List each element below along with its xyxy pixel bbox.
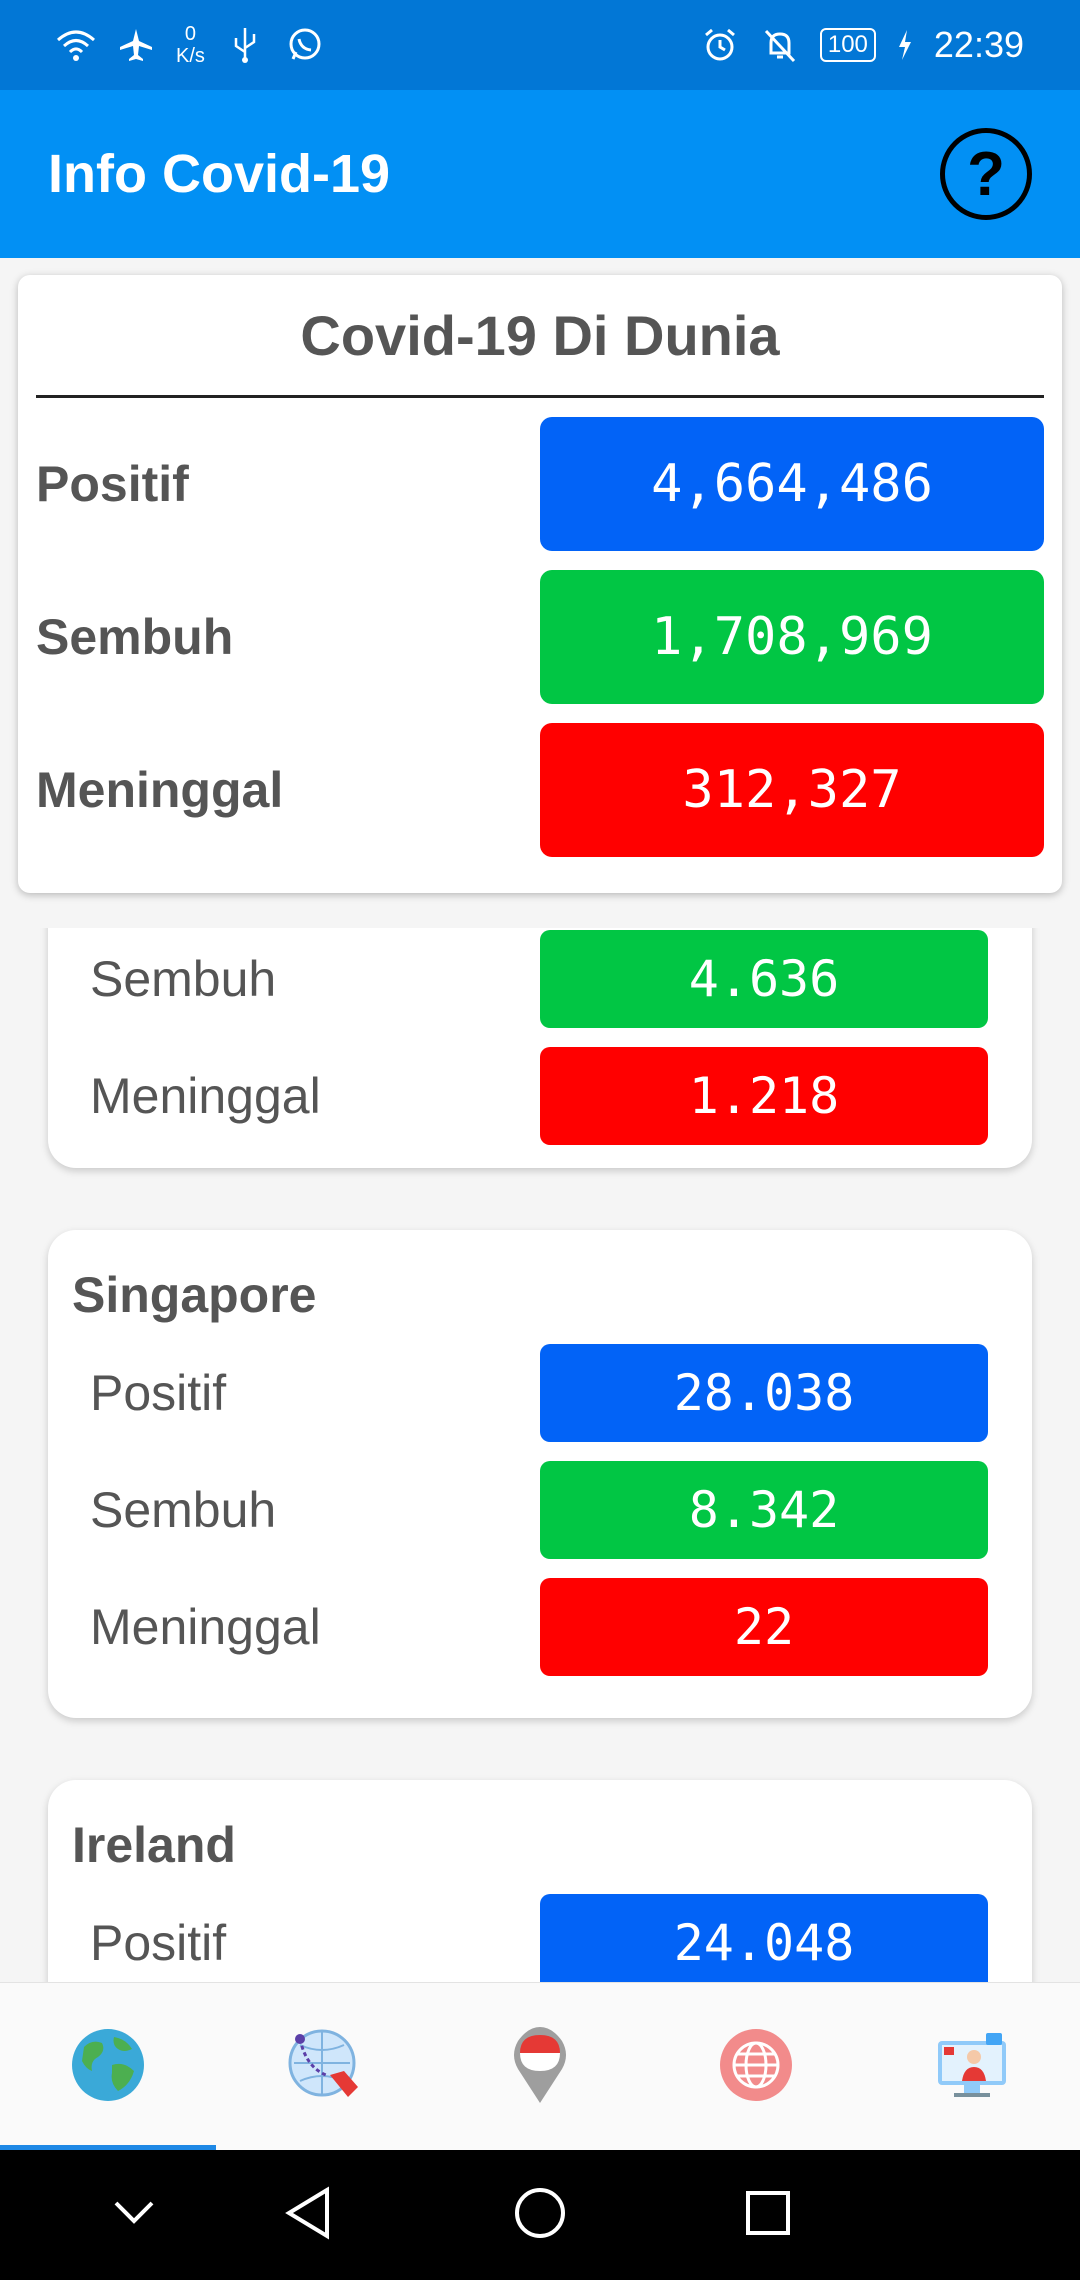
recents-square-icon (744, 2189, 792, 2242)
global-summary-card: Covid-19 Di Dunia Positif 4,664,486 Semb… (18, 275, 1062, 893)
country-label: Positif (90, 1915, 227, 1971)
help-button[interactable]: ? (940, 128, 1032, 220)
whatsapp-icon (285, 25, 325, 65)
country-row-positif: Positif 24.048 (48, 1894, 1032, 1982)
nav-hide-button[interactable] (74, 2150, 194, 2280)
net-speed-unit: K/s (176, 45, 205, 67)
country-value-meninggal: 1.218 (540, 1047, 988, 1145)
global-label-meninggal: Meninggal (36, 762, 284, 818)
global-title: Covid-19 Di Dunia (36, 275, 1044, 398)
global-value-meninggal: 312,327 (540, 723, 1044, 857)
global-label-positif: Positif (36, 456, 189, 512)
battery-level: 100 (819, 28, 876, 62)
bell-muted-icon (760, 25, 800, 65)
chevron-down-icon (112, 2199, 156, 2232)
country-row-sembuh: Sembuh 4.636 (48, 930, 1032, 1028)
net-speed: 0 K/s (176, 23, 205, 67)
recents-button[interactable] (708, 2150, 828, 2280)
global-row-sembuh: Sembuh 1,708,969 (36, 570, 1044, 704)
charging-icon (896, 25, 914, 65)
country-card-ireland[interactable]: Ireland Positif 24.048 (48, 1780, 1032, 1982)
nav-item-info[interactable] (864, 1983, 1080, 2151)
nav-item-world[interactable] (0, 1983, 216, 2151)
country-label: Sembuh (90, 951, 277, 1007)
country-name: Ireland (72, 1817, 236, 1873)
status-bar: 0 K/s 100 22:39 (0, 0, 1080, 90)
nav-item-web[interactable] (648, 1983, 864, 2151)
country-value-sembuh: 4.636 (540, 930, 988, 1028)
app-bar: Info Covid-19 ? (0, 90, 1080, 258)
indonesia-pin-icon (510, 2025, 570, 2110)
back-triangle-icon (283, 2185, 333, 2245)
system-navigation-bar (0, 2150, 1080, 2280)
app-title: Info Covid-19 (48, 144, 391, 204)
country-value-positif: 24.048 (540, 1894, 988, 1982)
country-card[interactable]: Sembuh 4.636 Meninggal 1.218 (48, 928, 1032, 1168)
alarm-icon (700, 25, 740, 65)
info-person-icon (934, 2027, 1010, 2108)
bottom-navigation (0, 1982, 1080, 2151)
country-row-meninggal: Meninggal 1.218 (48, 1047, 1032, 1145)
country-label: Meninggal (90, 1599, 321, 1655)
net-speed-value: 0 (184, 23, 197, 45)
global-row-positif: Positif 4,664,486 (36, 417, 1044, 551)
global-value-positif: 4,664,486 (540, 417, 1044, 551)
country-list[interactable]: Sembuh 4.636 Meninggal 1.218 Singapore P… (0, 928, 1080, 1982)
global-value-sembuh: 1,708,969 (540, 570, 1044, 704)
wifi-icon (56, 25, 96, 65)
airplane-icon (116, 25, 156, 65)
usb-icon (225, 25, 265, 65)
question-mark-icon: ? (967, 139, 1005, 209)
country-row-meninggal: Meninggal 22 (48, 1578, 1032, 1676)
nav-item-indonesia[interactable] (432, 1983, 648, 2151)
country-row-sembuh: Sembuh 8.342 (48, 1461, 1032, 1559)
nav-selected-indicator (0, 2145, 216, 2151)
home-button[interactable] (480, 2150, 600, 2280)
clock: 22:39 (933, 24, 1024, 65)
country-label: Positif (90, 1365, 227, 1421)
home-circle-icon (513, 2186, 567, 2245)
country-value-meninggal: 22 (540, 1578, 988, 1676)
back-button[interactable] (248, 2150, 368, 2280)
global-label-sembuh: Sembuh (36, 609, 234, 665)
nav-item-route[interactable] (216, 1983, 432, 2151)
globe-icon (70, 2027, 146, 2108)
country-value-sembuh: 8.342 (540, 1461, 988, 1559)
country-label: Meninggal (90, 1068, 321, 1124)
status-right: 100 22:39 (700, 24, 1024, 66)
country-value-positif: 28.038 (540, 1344, 988, 1442)
country-row-positif: Positif 28.038 (48, 1344, 1032, 1442)
country-card-singapore[interactable]: Singapore Positif 28.038 Sembuh 8.342 Me… (48, 1230, 1032, 1718)
country-label: Sembuh (90, 1482, 277, 1538)
country-name: Singapore (72, 1267, 317, 1323)
world-map-route-icon (286, 2027, 362, 2108)
status-left: 0 K/s (56, 23, 325, 67)
web-globe-icon (718, 2027, 794, 2108)
global-row-meninggal: Meninggal 312,327 (36, 723, 1044, 857)
